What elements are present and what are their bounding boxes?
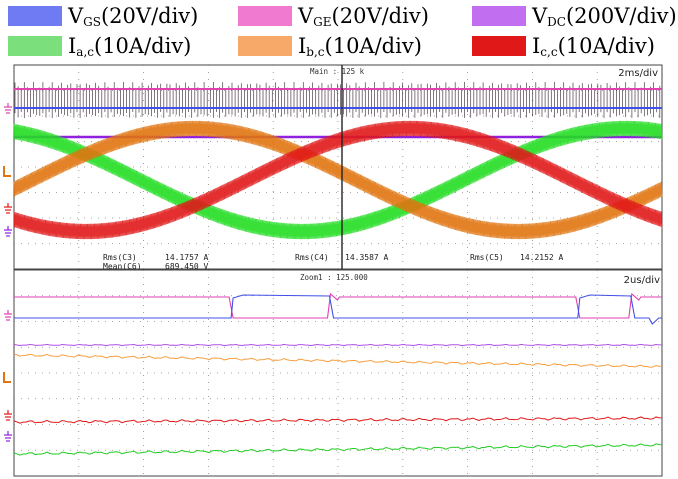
- zoom-channel-markers: [3, 310, 12, 442]
- series-vgs-zoom: [14, 294, 662, 325]
- series-ic-zoom: [13, 416, 663, 424]
- ib-ground-marker: [3, 166, 11, 177]
- ic-ground-marker: [4, 203, 12, 214]
- legend-swatch-ic: [472, 36, 526, 56]
- legend: VGS(20V/div) VGE(20V/div) VDC(200V/div) …: [0, 0, 678, 62]
- measurement-rms-c3-value: 14.1757 A: [165, 253, 209, 262]
- zoom-timebase: 2us/div: [624, 275, 660, 286]
- main-panel: Main : 125 k 2ms/div Rms(C3) 14.1757 A M…: [3, 64, 663, 271]
- zoom-ic-ground-marker: [4, 410, 12, 421]
- zoom-vge-ground-marker: [4, 310, 12, 321]
- zoom-ib-ground-marker: [3, 372, 11, 383]
- series-vge-zoom: [14, 292, 662, 319]
- legend-item-ic: Ic,c(10A/div): [472, 32, 655, 60]
- legend-label-vge: VGE(20V/div): [298, 3, 429, 29]
- measurement-rms-c5-label: Rms(C5): [470, 253, 504, 262]
- series-ia-zoom: [13, 443, 663, 456]
- legend-item-vgs: VGS(20V/div): [8, 2, 198, 30]
- legend-item-vdc: VDC(200V/div): [472, 2, 677, 30]
- legend-label-vgs: VGS(20V/div): [68, 3, 199, 29]
- zoom-grid: [14, 270, 662, 476]
- series-iac-main: [13, 120, 663, 240]
- vge-ground-marker: [4, 103, 12, 114]
- legend-swatch-vgs: [8, 6, 62, 26]
- legend-swatch-vdc: [472, 6, 526, 26]
- legend-item-ia: Ia,c(10A/div): [8, 32, 191, 60]
- measurement-mean-c6-value: 689.450 V: [165, 262, 209, 271]
- main-traces: [13, 82, 663, 240]
- series-ibc-main: [13, 120, 663, 240]
- legend-label-ia: Ia,c(10A/div): [68, 33, 192, 59]
- measurement-rms-c4-label: Rms(C4): [295, 253, 329, 262]
- main-channel-markers: [3, 103, 12, 237]
- legend-item-ib: Ib,c(10A/div): [238, 32, 422, 60]
- series-vdc-zoom: [13, 343, 663, 347]
- zoom-vdc-ground-marker: [4, 431, 12, 442]
- legend-label-ib: Ib,c(10A/div): [298, 33, 422, 59]
- legend-label-vdc: VDC(200V/div): [532, 3, 677, 29]
- legend-label-ic: Ic,c(10A/div): [532, 33, 655, 59]
- vdc-ground-marker: [4, 226, 12, 237]
- measurement-rms-c4-value: 14.3587 A: [345, 253, 389, 262]
- oscilloscope-screen: Main : 125 k 2ms/div Rms(C3) 14.1757 A M…: [0, 62, 678, 479]
- measurement-mean-c6-label: Mean(C6): [103, 262, 142, 271]
- measurement-rms-c3-label: Rms(C3): [103, 253, 137, 262]
- legend-swatch-ib: [238, 36, 292, 56]
- measurement-rms-c5-value: 14.2152 A: [520, 253, 564, 262]
- zoom-traces: [13, 292, 663, 456]
- series-icc-main: [13, 120, 663, 240]
- zoom-panel: Zoom1 : 125.000 2us/div: [3, 269, 663, 477]
- main-header: Main : 125 k: [310, 67, 365, 76]
- legend-swatch-ia: [8, 36, 62, 56]
- gate-switching-band: [14, 82, 661, 118]
- series-ib-zoom: [13, 353, 663, 368]
- zoom-header: Zoom1 : 125.000: [300, 273, 368, 282]
- main-timebase: 2ms/div: [618, 68, 658, 79]
- legend-swatch-vge: [238, 6, 292, 26]
- legend-item-vge: VGE(20V/div): [238, 2, 429, 30]
